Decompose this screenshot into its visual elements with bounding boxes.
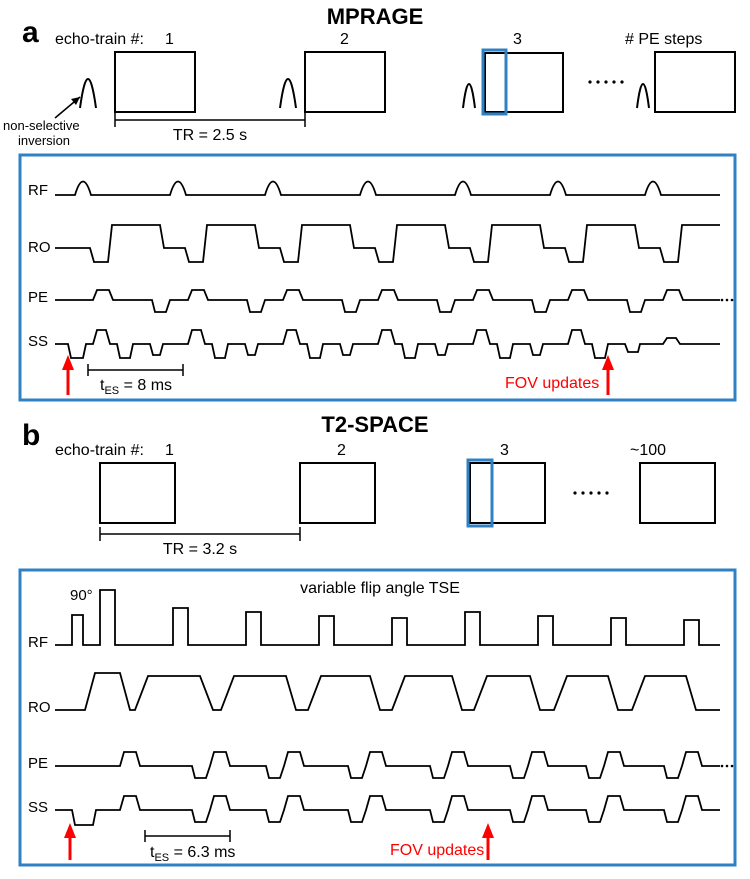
panel-b-flip-angle: 90°	[70, 587, 93, 604]
panel-a-echo-1: 1	[165, 31, 174, 48]
panel-b-rf-label: RF	[28, 634, 48, 651]
nonselective-inversion-annotation: non-selective inversion	[3, 97, 80, 148]
panel-a-sequence-overview	[80, 50, 735, 114]
panel-a-rf	[55, 182, 720, 196]
panel-b-tes-bracket	[145, 830, 230, 842]
panel-b-tr-label: TR = 3.2 s	[163, 541, 237, 558]
panel-b-echo-1: 1	[165, 442, 174, 459]
panel-b-title: T2-SPACE	[321, 412, 428, 437]
panel-b-pulse-box	[20, 570, 735, 865]
panel-a-pe	[55, 290, 720, 312]
panel-b-ss-label: SS	[28, 799, 48, 816]
svg-text:inversion: inversion	[18, 133, 70, 148]
panel-b-vfa-label: variable flip angle TSE	[300, 580, 460, 597]
panel-a-pe-dots	[721, 299, 734, 302]
panel-b-ss	[55, 796, 720, 825]
panel-b-ro-label: RO	[28, 699, 51, 716]
panel-a-rf-label: RF	[28, 182, 48, 199]
panel-a-pe-label: PE	[28, 289, 48, 306]
panel-a-tes-label: tES = 8 ms	[100, 377, 172, 397]
panel-a-ss	[55, 330, 720, 358]
panel-b-fov-label: FOV updates	[390, 842, 484, 859]
panel-b-echo-n: ~100	[630, 442, 666, 459]
panel-a-echo-n: # PE steps	[625, 31, 702, 48]
panel-a-title: MPRAGE	[327, 4, 424, 29]
panel-a-echo-train-label: echo-train #:	[55, 31, 144, 48]
figure-svg: a MPRAGE echo-train #: 1 2 3 # PE steps …	[0, 0, 750, 879]
panel-b-echo-2: 2	[337, 442, 346, 459]
panel-b-echo-3: 3	[500, 442, 509, 459]
panel-a-tr-bracket	[115, 113, 305, 127]
figure: a MPRAGE echo-train #: 1 2 3 # PE steps …	[0, 0, 750, 879]
panel-a-ro	[55, 225, 720, 262]
panel-a-fov-label: FOV updates	[505, 375, 599, 392]
panel-b-pe	[55, 752, 720, 778]
svg-text:non-selective: non-selective	[3, 118, 80, 133]
panel-a-letter: a	[22, 16, 39, 49]
panel-a-ss-label: SS	[28, 333, 48, 350]
panel-b-pe-dots	[721, 765, 734, 768]
panel-a-tes-bracket	[88, 364, 183, 376]
panel-b-letter: b	[22, 419, 40, 452]
panel-b-tr-bracket	[100, 527, 300, 541]
panel-b-ro	[55, 673, 720, 710]
panel-a-echo-3: 3	[513, 31, 522, 48]
panel-b-sequence-overview	[100, 460, 715, 526]
panel-a-echo-2: 2	[340, 31, 349, 48]
panel-a-pulse-box	[20, 155, 735, 400]
panel-b-tes-label: tES = 6.3 ms	[150, 844, 235, 864]
panel-a-tr-label: TR = 2.5 s	[173, 127, 247, 144]
panel-b-echo-train-label: echo-train #:	[55, 442, 144, 459]
panel-b-rf	[55, 590, 720, 645]
panel-a-ro-label: RO	[28, 239, 51, 256]
panel-b-pe-label: PE	[28, 755, 48, 772]
